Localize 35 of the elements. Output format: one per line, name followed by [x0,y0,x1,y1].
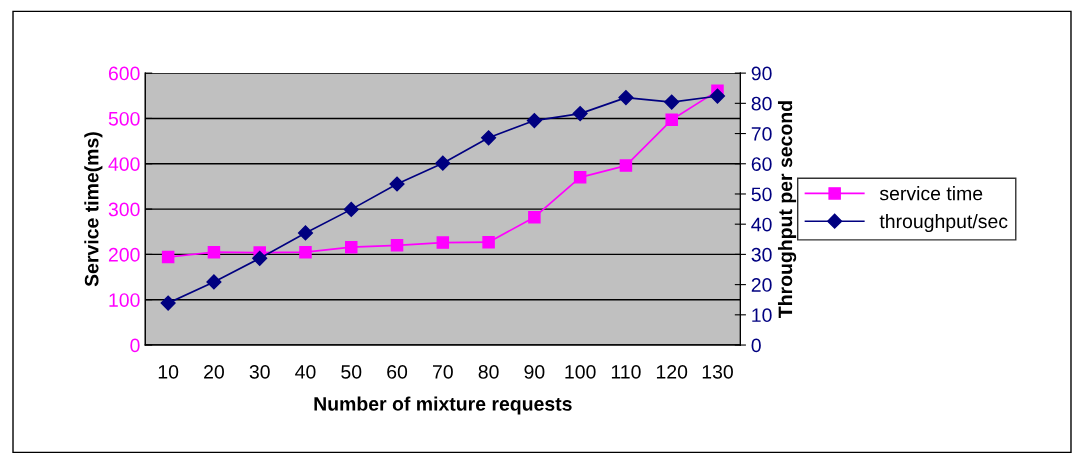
y-tick-label: 500 [108,111,140,126]
legend-label: throughput/sec [879,213,1008,233]
y2-tick-label: 10 [752,308,772,323]
y2-tick-label: 90 [751,66,772,81]
y2-tick-label: 40 [751,217,772,232]
x-tick-label: 80 [478,364,499,379]
y-tick-label: 600 [108,66,140,81]
x-tick-label: 40 [295,364,316,379]
x-tick-label: 10 [158,364,179,379]
x-tick-label: 90 [524,364,545,379]
y2-tick-label: 60 [751,157,772,171]
y2-tick-label: 70 [751,127,772,141]
x-tick-label: 20 [204,364,224,379]
y2-axis-title: Throughput per second [777,101,797,318]
x-tick-label: 130 [702,364,733,379]
y-tick-label: 300 [108,202,140,217]
y2-tick-label: 80 [751,96,772,111]
y2-tick-label: 20 [751,278,772,292]
legend-label: service time [879,186,983,201]
y-tick-label: 200 [108,247,140,262]
x-tick-label: 110 [611,364,641,379]
y2-tick-label: 0 [751,338,761,353]
x-tick-label: 100 [565,364,596,379]
x-tick-label: 120 [656,364,688,379]
y2-tick-label: 30 [751,247,772,262]
x-tick-label: 70 [433,364,453,379]
y-tick-label: 100 [109,293,140,307]
y2-tick-label: 50 [751,187,772,202]
y-axis-title: Service time(ms) [84,132,103,287]
y-tick-label: 0 [130,338,140,353]
y-tick-label: 400 [108,157,140,171]
x-tick-label: 50 [341,364,362,379]
x-axis-title: Number of mixture requests [314,396,572,415]
x-tick-label: 60 [387,364,408,379]
x-tick-label: 30 [249,364,270,379]
